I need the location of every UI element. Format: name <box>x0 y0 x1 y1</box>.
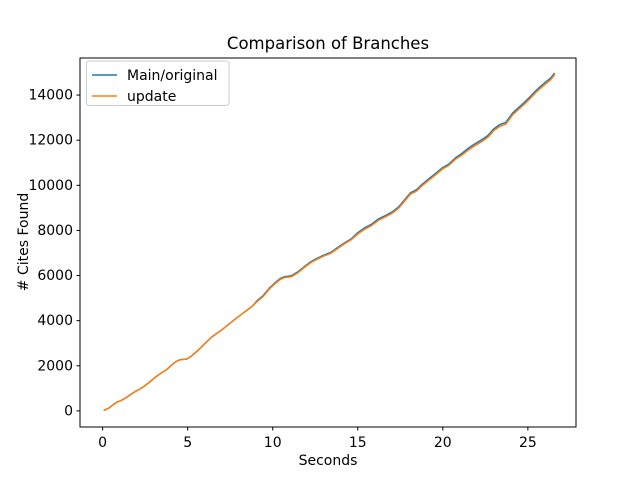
y-tick-label: 4000 <box>37 313 73 329</box>
x-axis-label: Seconds <box>299 453 358 469</box>
y-tick-label: 12000 <box>28 133 73 149</box>
legend-label-update: update <box>127 89 176 105</box>
x-tick-label: 15 <box>349 435 367 451</box>
y-tick-label: 8000 <box>37 223 73 239</box>
y-tick-label: 10000 <box>28 178 73 194</box>
y-tick-label: 0 <box>64 403 73 419</box>
x-tick-label: 5 <box>183 435 192 451</box>
x-tick-label: 25 <box>519 435 537 451</box>
plot-spines <box>79 57 577 428</box>
legend: Main/original update <box>86 60 230 106</box>
y-tick-label: 6000 <box>37 268 73 284</box>
x-tick-label: 0 <box>98 435 107 451</box>
x-tick-label: 20 <box>434 435 452 451</box>
data-series <box>103 72 555 411</box>
x-tick-label: 10 <box>264 435 282 451</box>
legend-frame <box>86 60 230 106</box>
legend-label-main: Main/original <box>127 68 217 84</box>
x-axis-ticks: 0 5 10 15 20 25 <box>98 427 537 451</box>
y-tick-label: 2000 <box>37 358 73 374</box>
series-line-main-original <box>103 72 555 411</box>
series-line-update <box>103 74 555 411</box>
y-axis-label: # Cites Found <box>16 193 32 291</box>
y-axis-ticks: 0 2000 4000 6000 8000 10000 12000 14000 <box>28 88 80 419</box>
y-tick-label: 14000 <box>28 88 73 104</box>
chart-title: Comparison of Branches <box>227 34 429 53</box>
